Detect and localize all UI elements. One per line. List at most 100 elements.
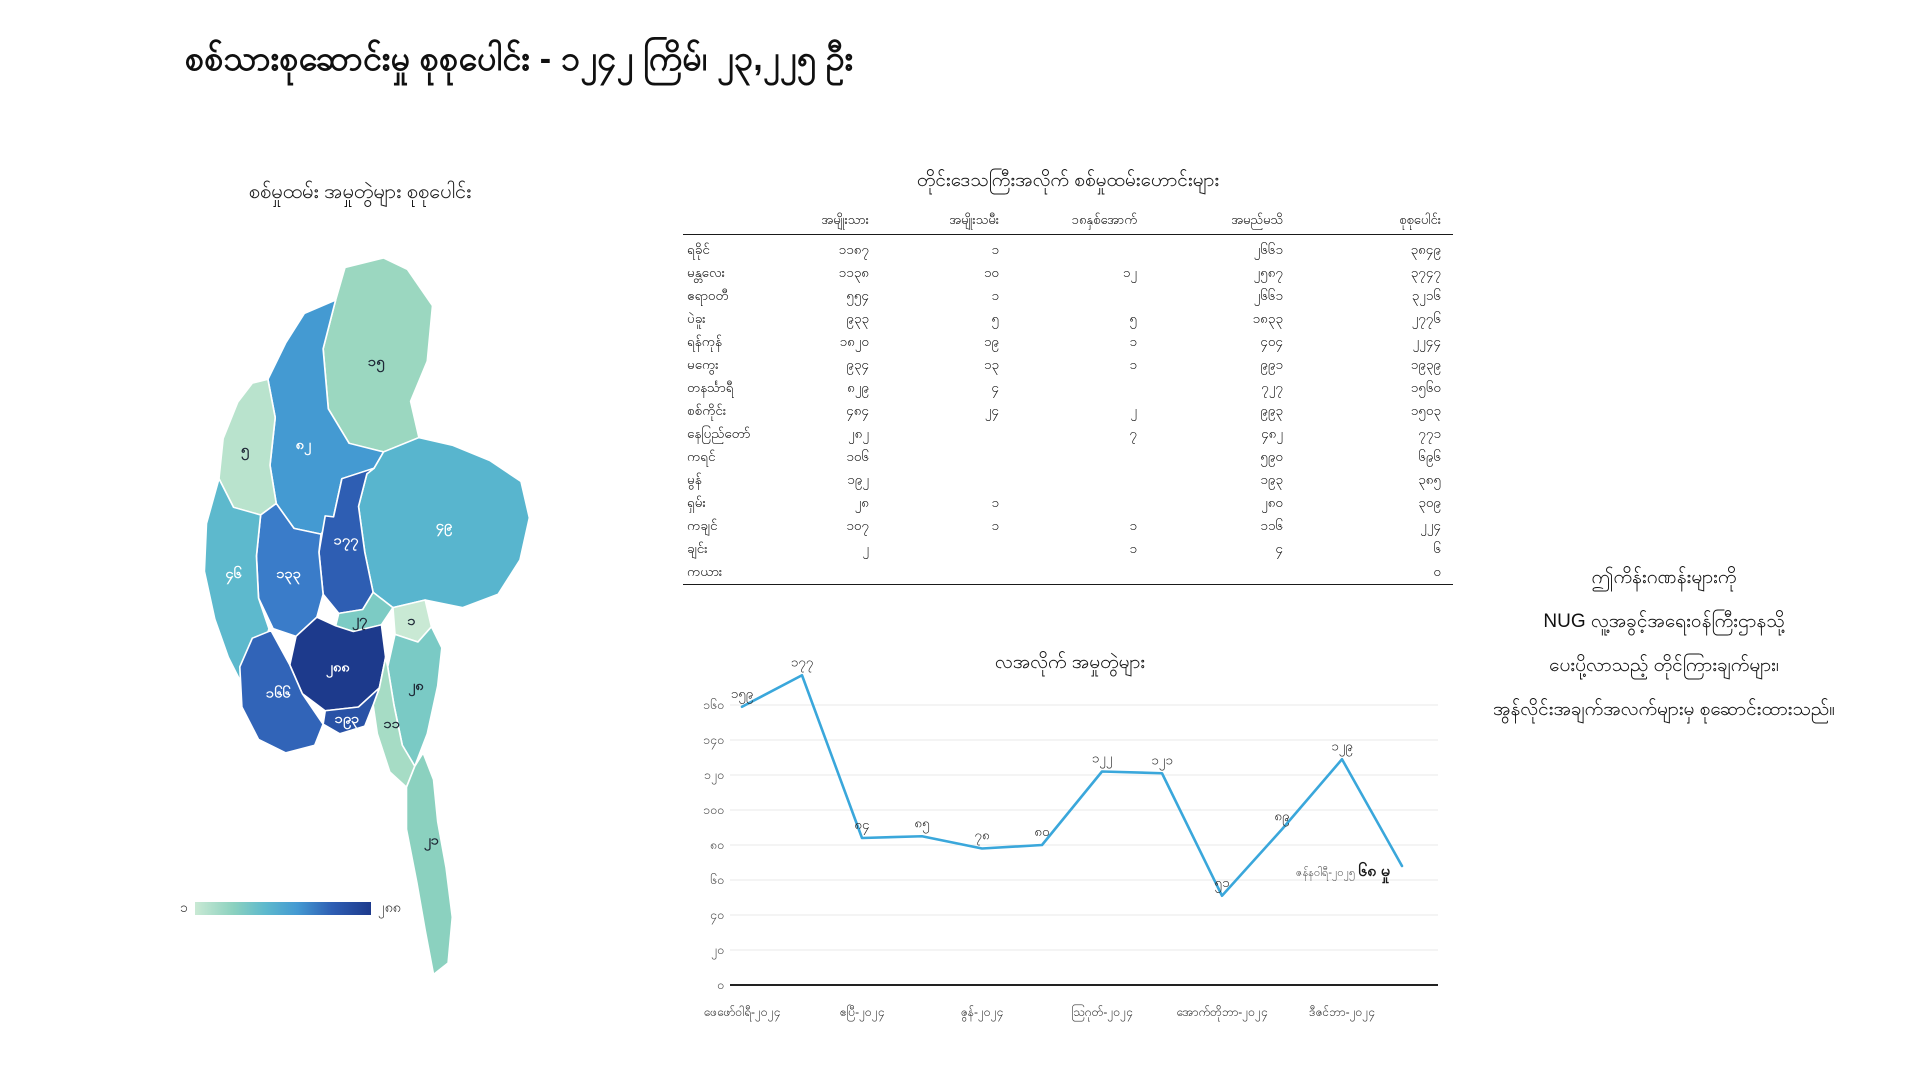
table-cell-value: ၂၇၇၆: [1411, 310, 1441, 326]
table-cell-value: ၈၂၉: [847, 379, 869, 395]
map-region-label-chin: ၅: [241, 441, 250, 460]
note-line: ပေးပို့လာသည့် တိုင်ကြားချက်များ၊: [1549, 655, 1779, 676]
y-tick-label: ၄၀: [710, 908, 724, 925]
table-cell-value: ၃၇၄၇: [1410, 264, 1441, 280]
table-cell-value: ၂၄: [984, 402, 999, 418]
data-point-label: ၁၂၉: [1331, 738, 1353, 756]
map-title: စစ်မှုထမ်း အမှုတွဲများ စုစုပေါင်း: [248, 181, 472, 203]
table-cell-value: ၁၁၈၇: [838, 241, 870, 257]
table-cell-value: ၅: [991, 310, 999, 326]
map-region-label-mon: ၁၁: [384, 716, 401, 731]
table-cell-value: ၃၀၉: [1418, 494, 1441, 510]
table-cell-value: ၂၂၄: [1420, 517, 1441, 533]
table-cell-value: ၃၈၄၉: [1410, 241, 1442, 257]
table-panel: တိုင်းဒေသကြီးအလိုက် စစ်မှုထမ်းဟောင်းများ…: [683, 168, 1453, 585]
data-point-label: ၈၄: [854, 817, 870, 835]
map-region-label-kayah: ၁: [408, 612, 416, 627]
table-cell-value: ၁၉၂: [847, 471, 869, 487]
chart-annotation: ဇန်နဝါရီ-၂၀၂၅ ၆၈ မှု: [1296, 861, 1391, 884]
table-cell-value: ၁၃: [983, 356, 999, 372]
table-cell-value: ၃၂၁၆: [1411, 287, 1441, 303]
y-tick-label: ၁၂၀: [704, 768, 724, 785]
x-tick-label: အောက်တိုဘာ-၂၀၂၄: [1176, 1004, 1267, 1022]
table-cell-region: ချင်း: [687, 540, 708, 556]
table-cell-value: ၅: [1129, 310, 1137, 326]
table-row: ပဲခူး ၉၃၃ ၅ ၅ ၁၈၃၃ ၂၇၇၆: [683, 308, 1453, 331]
map-region-label-ayeyarwady: ၁၆၆: [266, 685, 292, 700]
table-title: တိုင်းဒေသကြီးအလိုက် စစ်မှုထမ်းဟောင်းများ: [916, 170, 1220, 191]
table-cell-region: ကရင်: [687, 448, 716, 464]
table-cell-region: ဧရာဝတီ: [687, 287, 729, 303]
table-cell-value: ၇၂၇: [1261, 379, 1283, 395]
map-region-label-bago: ၂၈၈: [326, 659, 351, 678]
table-cell-region: ရခိုင်: [687, 241, 710, 257]
table-cell-value: ၄: [1275, 540, 1283, 556]
data-point-label: ၈၅: [914, 815, 929, 833]
map-region-label-tanintharyi: ၂၁: [424, 832, 439, 851]
y-tick-label: ၁၀၀: [703, 803, 724, 817]
map-legend: ၁ ၂၈၈: [180, 898, 401, 919]
table-cell-value: ၁၀: [983, 264, 999, 280]
y-tick-label: ၁၆၀: [703, 697, 724, 712]
map-region-label-yangon: ၁၉၃: [335, 711, 360, 730]
table-cell-value: ၉၃၃: [846, 310, 869, 326]
table-cell-value: ၁၉၃၉: [1410, 356, 1441, 372]
table-cell-region: မကွေး: [687, 356, 719, 372]
map-region-label-shan: ၄၉: [436, 518, 454, 537]
table-cell-value: ၁၁၃၈: [838, 264, 870, 280]
region-yangon: [322, 687, 381, 735]
table-cell-value: ၂၂၄၄: [1412, 333, 1441, 349]
table-cell-value: ၄၈၂: [1261, 425, 1283, 441]
table-row: နေပြည်တော် ၂၈၂ ၇ ၄၈၂ ၇၇၁: [683, 423, 1453, 446]
y-tick-label: ၀: [717, 978, 724, 992]
map-region-label-magway: ၁၃၃: [276, 566, 301, 585]
map-region-label-kachin: ၁၅: [368, 354, 386, 373]
region-ayeyarwady: [238, 629, 324, 754]
table-cell-value: ၁၈၃၃: [1252, 310, 1284, 326]
table-cell-value: ၂၆၆၁: [1253, 287, 1283, 303]
myanmar-choropleth-map: ၁၅ ၈၂ ၅ ၄၉ ၁၇၇ ၁၃၃ ၄၆ ၂၇ ၁ ၂၈၈ ၂၈ ၁၁ ၁၉၃…: [203, 258, 531, 976]
map-region-label-sagaing: ၈၂: [296, 437, 313, 456]
y-tick-label: ၆၀: [710, 872, 724, 887]
table-cell-region: တနင်္သာရီ: [687, 379, 734, 395]
table-cell-value: ၁၀၇: [846, 517, 869, 533]
defections-table: အမျိုးသား အမျိုးသမီး ၁၈နှစ်အောက် အမည်မသိ စုစ…: [683, 208, 1453, 585]
table-row: ရန်ကုန် ၁၈၂၀ ၁၉ ၁ ၄၀၄ ၂၂၄၄: [683, 331, 1453, 354]
table-cell-region: နေပြည်တော်: [687, 425, 751, 441]
table-cell-value: ၁၉၃: [1260, 471, 1283, 487]
table-cell-value: ၁: [991, 241, 999, 257]
table-row: ရခိုင် ၁၁၈၇ ၁ ၂၆၆၁ ၃၈၄၉: [683, 239, 1453, 262]
table-row: စစ်ကိုင်း ၄၈၄ ၂၄ ၂ ၉၉၃ ၁၅၀၃: [683, 400, 1453, 423]
y-tick-label: ၈၀: [710, 838, 724, 852]
table-cell-value: ၄: [991, 379, 999, 395]
table-row: မွန် ၁၉၂ ၁၉၃ ၃၈၅: [683, 469, 1453, 492]
map-region-label-kayin: ၂၈: [408, 677, 425, 696]
table-cell-value: ၁၉: [983, 333, 999, 349]
table-cell-region: မန္တလေး: [687, 264, 726, 280]
table-cell-value: ၉၃၄: [846, 356, 869, 372]
note-line: ဤကိန်းဂဏန်းများကို: [1591, 567, 1737, 588]
table-cell-value: ၁: [1129, 540, 1137, 556]
map-region-label-mandalay: ၁၇၇: [334, 532, 360, 551]
table-cell-value: ၁: [991, 517, 999, 533]
table-cell-value: ၇၇၁: [1418, 425, 1441, 441]
table-cell-value: ၂၅၈၇: [1253, 264, 1283, 280]
data-point-label: ၅၁: [1214, 875, 1229, 893]
table-header-cell: အမျိုးသား: [821, 211, 869, 227]
table-cell-value: ၁၅၆၀: [1410, 379, 1441, 395]
table-cell-value: ၂၈၀: [1261, 494, 1283, 510]
table-cell-region: စစ်ကိုင်း: [687, 402, 727, 418]
map-region-label-naypyidaw: ၂၇: [352, 611, 369, 630]
table-cell-value: ၆၉၆: [1418, 448, 1441, 464]
table-row: မကွေး ၉၃၄ ၁၃ ၁ ၉၉၁ ၁၉၃၉: [683, 354, 1453, 377]
table-cell-value: ၁: [1129, 517, 1137, 533]
table-header-row: အမျိုးသား အမျိုးသမီး ၁၈နှစ်အောက် အမည်မသိ စုစ…: [683, 208, 1453, 235]
table-cell-value: ၁: [1129, 333, 1137, 349]
table-header-cell: အမျိုးသမီး: [949, 211, 999, 227]
table-cell-region: ပဲခူး: [687, 310, 706, 326]
table-cell-value: ၁: [991, 287, 999, 303]
table-cell-value: ၃၈၅: [1418, 471, 1441, 487]
table-row: တနင်္သာရီ ၈၂၉ ၄ ၇၂၇ ၁၅၆၀: [683, 377, 1453, 400]
table-cell-value: ၁၅၀၃: [1410, 402, 1441, 418]
